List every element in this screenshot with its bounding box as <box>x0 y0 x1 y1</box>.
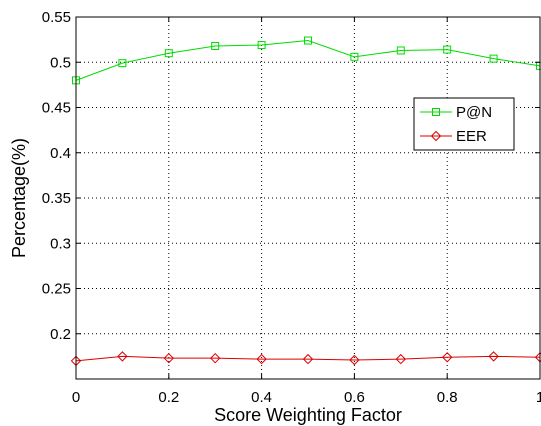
y-axis-label: Percentage(%) <box>9 138 29 258</box>
data-point-eer <box>117 351 128 362</box>
data-point-eer <box>349 354 360 366</box>
data-point-p-n <box>350 52 359 61</box>
y-tick-label: 0.4 <box>50 145 71 162</box>
data-point-eer <box>209 352 221 364</box>
y-tick-label: 0.3 <box>50 235 71 252</box>
data-point-p-n <box>489 54 498 63</box>
series-line-p-n <box>75 40 541 81</box>
tick-labels: 0 0.2 0.4 0.6 0.8 1 0.2 0.25 0.3 0.35 0.4 0.45 0.5 0.… <box>42 9 541 406</box>
data-point-eer <box>488 351 499 362</box>
y-tick-label: 0.35 <box>42 190 71 207</box>
legend: P@N EER <box>413 97 515 151</box>
data-point-eer <box>395 353 407 365</box>
x-tick-label: 0 <box>72 389 80 406</box>
x-axis-label: Score Weighting Factor <box>214 405 402 425</box>
data-point-p-n <box>257 41 266 50</box>
y-tick-label: 0.25 <box>42 281 71 298</box>
x-tick-label: 0.2 <box>158 389 179 406</box>
data-point-eer <box>302 353 314 365</box>
data-point-p-n <box>211 41 220 50</box>
x-tick-label: 0.6 <box>344 389 365 406</box>
data-point-eer <box>441 352 453 363</box>
y-tick-label: 0.5 <box>50 54 71 71</box>
legend-label-p-n: P@N <box>456 104 492 121</box>
x-tick-label: 1 <box>536 389 541 406</box>
legend-marker-p-n <box>432 108 440 116</box>
data-point-p-n <box>396 46 405 55</box>
legend-marker-eer <box>430 130 442 142</box>
series-line-eer <box>75 355 541 362</box>
legend-box <box>413 97 515 151</box>
data-point-p-n <box>164 49 173 58</box>
y-tick-label: 0.55 <box>42 9 71 26</box>
y-tick-label: 0.45 <box>42 100 71 117</box>
data-point-p-n <box>118 59 127 68</box>
x-tick-label: 0.8 <box>437 389 458 406</box>
grid <box>76 17 540 379</box>
series-eer <box>70 351 541 367</box>
ticks <box>75 16 541 379</box>
y-tick-label: 0.2 <box>50 326 71 343</box>
data-point-p-n <box>443 45 452 54</box>
data-point-p-n <box>304 36 312 45</box>
data-point-eer <box>163 352 175 364</box>
data-point-eer <box>256 353 267 365</box>
legend-label-eer: EER <box>456 128 487 145</box>
x-tick-label: 0.4 <box>251 389 272 406</box>
